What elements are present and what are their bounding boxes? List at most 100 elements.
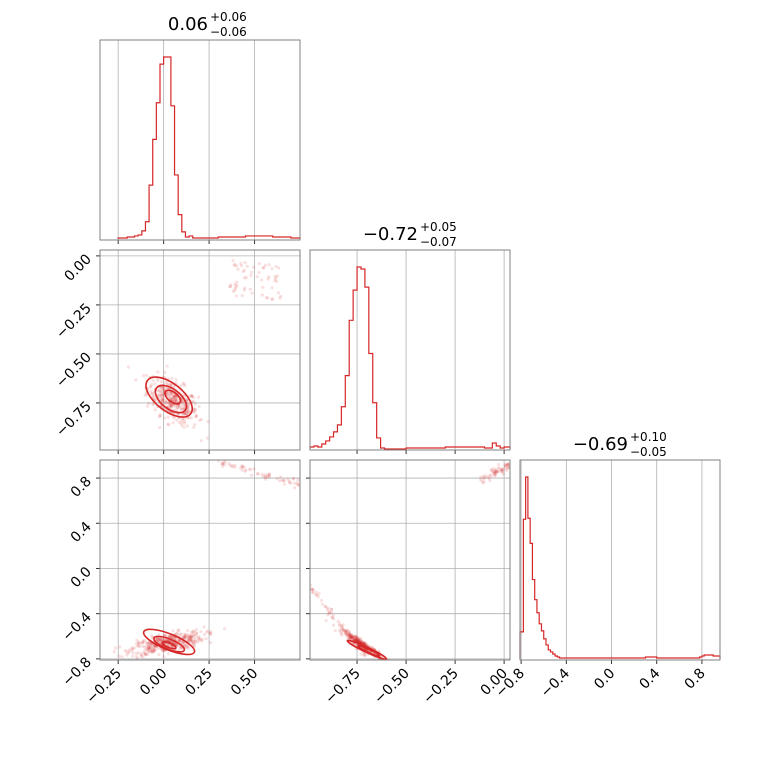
sample-point <box>331 623 336 627</box>
sample-point <box>349 636 354 640</box>
sample-point <box>342 628 346 633</box>
sample-point <box>235 280 239 284</box>
sample-point <box>347 634 351 638</box>
sample-point <box>149 646 154 650</box>
sample-point <box>180 399 185 403</box>
sample-point <box>193 408 198 412</box>
sample-point <box>270 297 275 301</box>
sample-point <box>507 464 510 469</box>
sample-point <box>287 480 292 485</box>
sample-point <box>126 651 130 655</box>
sample-point <box>171 421 175 425</box>
sample-point <box>348 636 352 640</box>
sample-point <box>160 399 164 404</box>
sample-point <box>177 639 181 643</box>
sample-point <box>183 419 187 424</box>
sample-point <box>205 436 209 440</box>
sample-point <box>118 645 122 649</box>
sample-point <box>197 638 201 642</box>
sample-point <box>356 637 360 642</box>
sample-point <box>504 463 508 467</box>
sample-point <box>482 476 487 480</box>
sample-point <box>481 474 486 478</box>
sample-point <box>351 637 355 641</box>
sample-point <box>242 288 247 292</box>
sample-point <box>353 636 357 640</box>
sample-point <box>503 464 508 469</box>
sample-point <box>223 460 227 464</box>
sample-point <box>176 399 180 403</box>
sample-point <box>248 287 252 291</box>
sample-point <box>170 398 174 402</box>
sample-point <box>184 412 188 416</box>
sample-point <box>265 474 270 478</box>
sample-point <box>179 408 183 412</box>
sample-point <box>340 625 345 629</box>
sample-point <box>357 640 361 644</box>
sample-point <box>130 646 134 650</box>
sample-point <box>350 636 354 640</box>
sample-point <box>181 640 185 644</box>
sample-point <box>143 645 147 649</box>
hist-panel-3 <box>519 459 721 664</box>
sample-point <box>195 632 199 636</box>
sample-point <box>353 638 357 642</box>
sample-point <box>173 393 177 398</box>
sample-point <box>209 630 213 634</box>
sample-point <box>193 407 197 411</box>
x-tick-label: −0.25 <box>83 666 125 708</box>
sample-point <box>493 469 498 473</box>
sample-point <box>492 466 496 471</box>
sample-point <box>223 463 227 467</box>
sample-point <box>245 264 249 268</box>
sample-point <box>282 478 286 482</box>
sample-point <box>200 639 204 643</box>
y-tick-label: −0.8 <box>59 654 94 689</box>
sample-point <box>183 637 187 641</box>
y-tick-label: 0.0 <box>68 564 95 591</box>
sample-point <box>172 395 176 400</box>
sample-point <box>134 654 139 658</box>
sample-point <box>156 393 160 397</box>
sample-point <box>355 638 359 642</box>
sample-point <box>221 462 225 466</box>
sample-point <box>355 637 359 641</box>
sample-point <box>266 474 270 478</box>
sample-point <box>339 627 343 632</box>
sample-point <box>160 398 164 402</box>
sample-point <box>172 394 177 398</box>
sample-point <box>182 636 186 640</box>
sample-point <box>149 647 153 652</box>
sample-point <box>149 385 153 389</box>
sample-point <box>152 644 157 648</box>
sample-point <box>146 652 150 657</box>
samples <box>126 258 283 443</box>
sample-point <box>363 654 367 658</box>
samples <box>112 460 300 660</box>
sample-point <box>171 636 176 640</box>
sample-point <box>357 636 361 640</box>
sample-point <box>141 639 145 643</box>
contour-level <box>154 384 188 414</box>
sample-point <box>183 411 187 415</box>
sample-point <box>182 382 186 386</box>
sample-point <box>348 635 352 639</box>
sample-point <box>182 643 186 647</box>
sample-point <box>291 476 295 481</box>
sample-point <box>175 418 179 422</box>
sample-point <box>289 481 293 485</box>
sample-point <box>482 480 486 484</box>
sample-point <box>152 648 156 652</box>
sample-point <box>159 639 163 643</box>
sample-point <box>244 468 248 472</box>
sample-point <box>171 395 176 399</box>
sample-point <box>242 268 246 272</box>
sample-point <box>261 266 265 270</box>
sample-point <box>193 423 197 427</box>
y-tick-label: 0.4 <box>68 519 95 546</box>
sample-point <box>277 266 281 270</box>
sample-point <box>186 410 190 414</box>
sample-point <box>208 631 212 635</box>
sample-point <box>349 633 353 637</box>
sample-point <box>243 260 247 265</box>
